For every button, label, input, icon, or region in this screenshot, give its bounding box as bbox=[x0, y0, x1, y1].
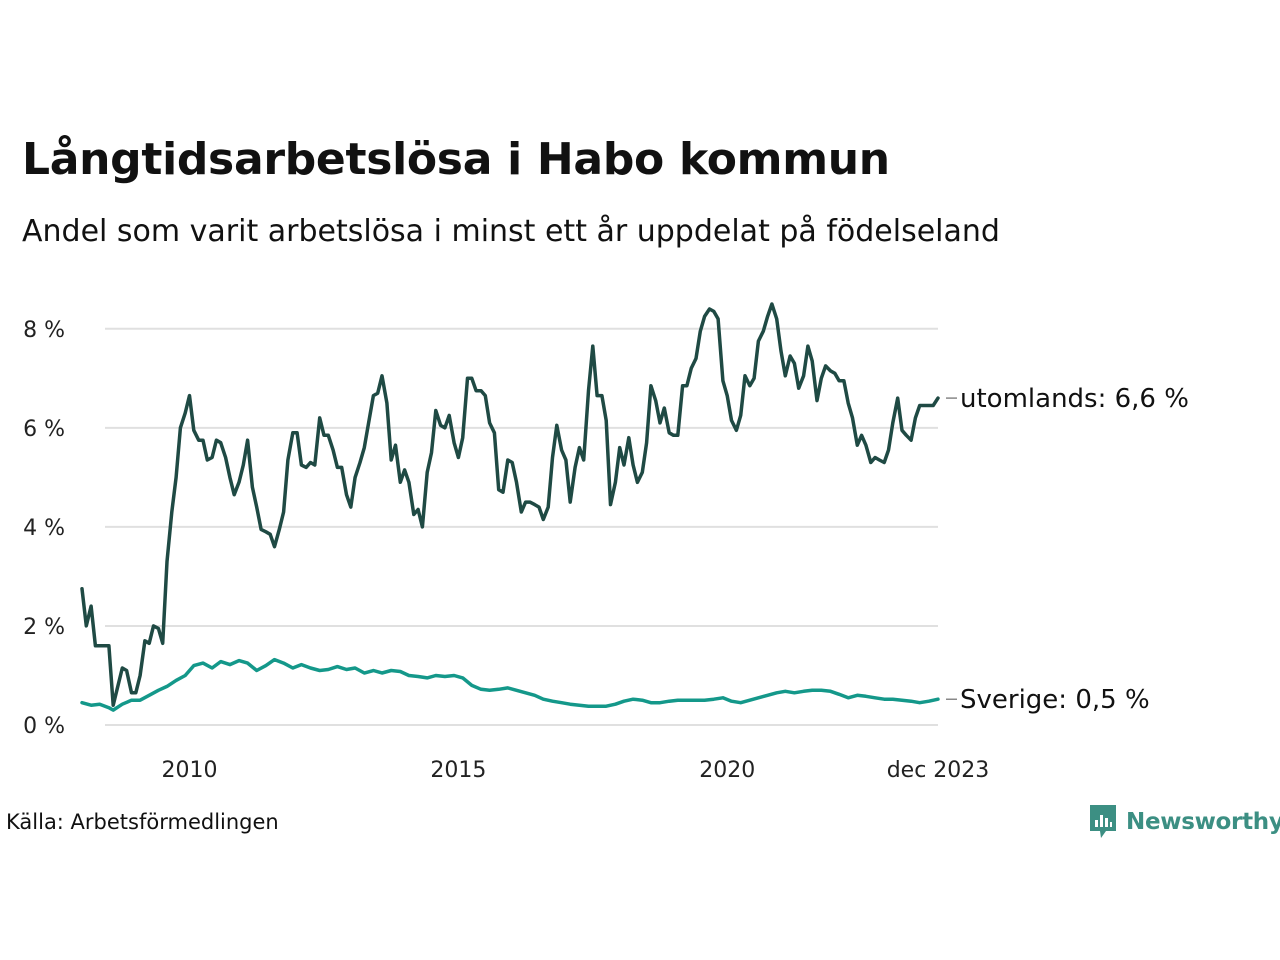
y-tick-label: 8 % bbox=[23, 318, 65, 343]
series-line-utomlands bbox=[80, 302, 940, 707]
chart-title: Långtidsarbetslösa i Habo kommun bbox=[22, 134, 890, 185]
x-tick-label: 2010 bbox=[162, 758, 218, 783]
y-axis-ticks: 0 % 2 % 4 % 6 % 8 % bbox=[23, 318, 65, 739]
x-tick-label: 2015 bbox=[430, 758, 486, 783]
series-line-sverige bbox=[80, 657, 940, 712]
gridlines bbox=[105, 327, 938, 726]
series-end-labels: utomlands: 6,6 % Sverige: 0,5 % bbox=[946, 384, 1189, 715]
y-tick-label: 4 % bbox=[23, 516, 65, 541]
series-lines bbox=[80, 302, 940, 712]
brand-name: Newsworthy bbox=[1126, 809, 1280, 835]
y-tick-label: 0 % bbox=[23, 714, 65, 739]
x-tick-label: dec 2023 bbox=[887, 758, 990, 783]
source-note: Källa: Arbetsförmedlingen bbox=[6, 810, 279, 834]
y-tick-label: 2 % bbox=[23, 615, 65, 640]
end-label-sverige: Sverige: 0,5 % bbox=[960, 685, 1150, 715]
newsworthy-icon bbox=[1090, 805, 1116, 838]
brand-logo: Newsworthy bbox=[1088, 803, 1280, 841]
x-axis-ticks: 2010 2015 2020 dec 2023 bbox=[162, 758, 990, 783]
end-label-utomlands: utomlands: 6,6 % bbox=[960, 384, 1189, 414]
x-tick-label: 2020 bbox=[699, 758, 755, 783]
y-tick-label: 6 % bbox=[23, 417, 65, 442]
chart-subtitle: Andel som varit arbetslösa i minst ett å… bbox=[22, 214, 1000, 249]
